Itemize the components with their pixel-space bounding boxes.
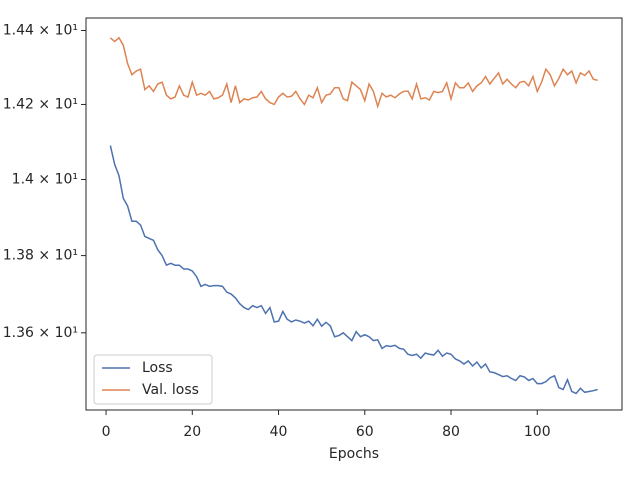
- y-tick-label: 1.4 × 10¹: [12, 171, 78, 187]
- y-tick-label: 1.38 × 10¹: [3, 248, 78, 264]
- x-tick-label: 100: [524, 424, 551, 440]
- axes-frame: [85, 17, 623, 411]
- y-tick-label: 1.44 × 10¹: [3, 22, 78, 38]
- y-tick-label: 1.36 × 10¹: [3, 325, 78, 341]
- x-tick-label: 60: [356, 424, 374, 440]
- series-line: [109, 36, 598, 109]
- legend-label: Loss: [142, 360, 173, 376]
- y-tick-label: 1.42 × 10¹: [3, 96, 78, 112]
- x-tick-label: 20: [183, 424, 201, 440]
- series-line: [109, 145, 598, 395]
- x-axis-label: Epochs: [329, 446, 379, 462]
- legend-label: Val. loss: [142, 382, 199, 398]
- x-tick-label: 40: [270, 424, 288, 440]
- x-tick-label: 0: [102, 424, 111, 440]
- x-tick-label: 80: [442, 424, 460, 440]
